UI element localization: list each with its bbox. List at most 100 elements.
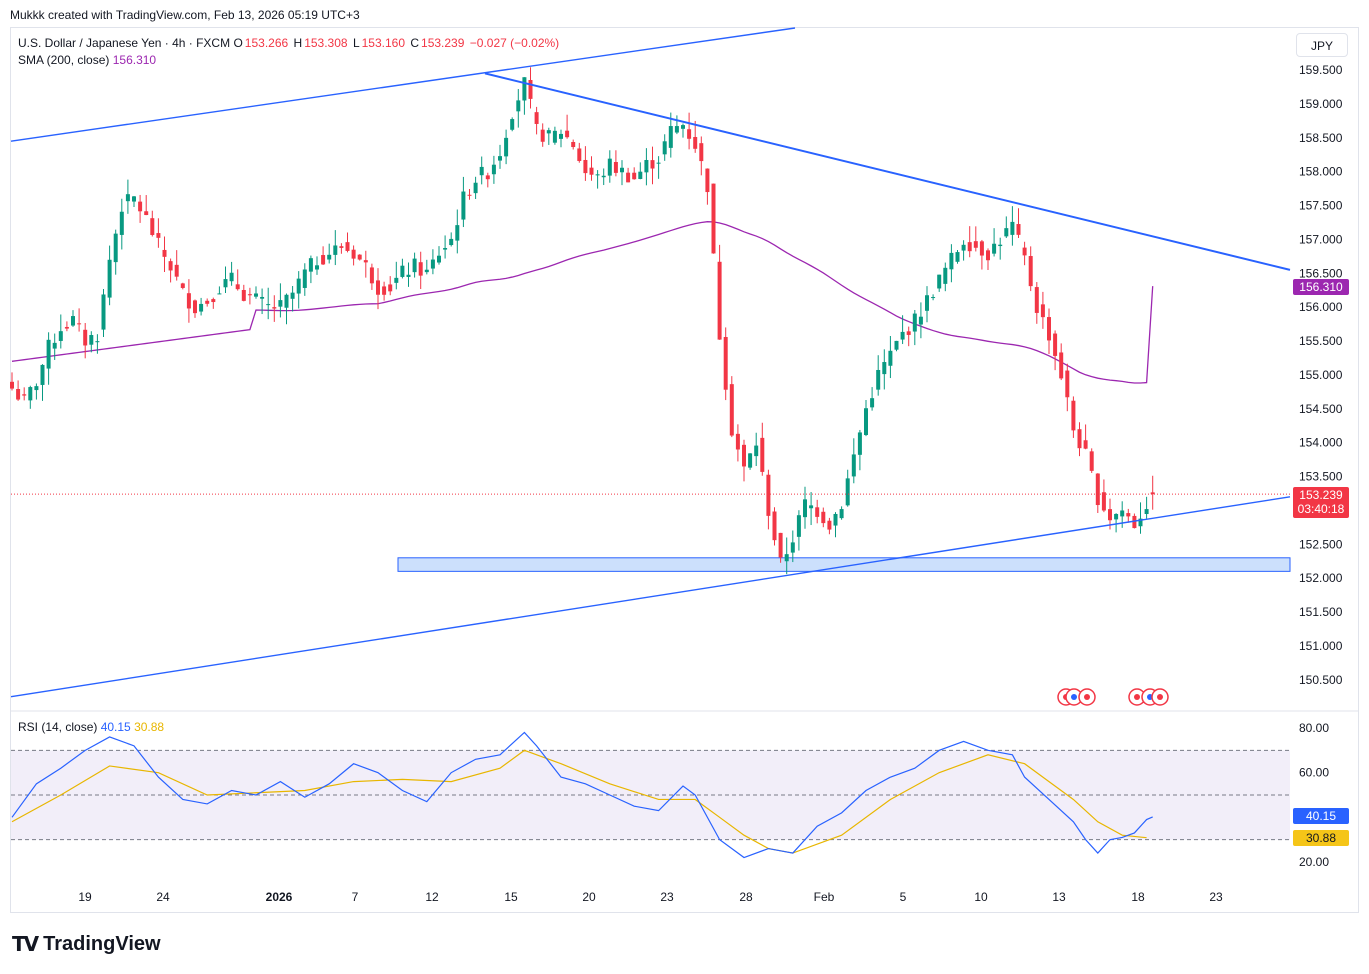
candle-body xyxy=(1114,513,1119,520)
candle xyxy=(247,287,252,305)
rsi-legend[interactable]: RSI (14, close) 40.15 30.88 xyxy=(18,720,164,734)
candle-body xyxy=(589,167,594,175)
time-tick-label: 23 xyxy=(1209,890,1223,904)
candle xyxy=(34,383,39,400)
time-tick-label: 7 xyxy=(352,890,359,904)
candle-body xyxy=(894,340,899,350)
price-tick-label: 152.500 xyxy=(1299,537,1343,551)
support-zone xyxy=(397,557,1291,572)
price-tick-label: 156.000 xyxy=(1299,300,1343,314)
time-tick-label: 28 xyxy=(739,890,753,904)
candle-body xyxy=(925,295,929,311)
candle xyxy=(882,349,887,390)
candle xyxy=(796,510,801,551)
candle xyxy=(223,266,228,294)
candle-body xyxy=(870,398,875,408)
candle xyxy=(1059,343,1064,381)
candle xyxy=(241,284,246,302)
sma-200-line xyxy=(11,221,1154,384)
candle xyxy=(1053,330,1058,371)
price-tick-label: 157.000 xyxy=(1299,232,1343,246)
candle-body xyxy=(101,294,106,330)
candle-body xyxy=(918,316,923,325)
candle-body xyxy=(321,255,326,265)
candle xyxy=(180,282,185,290)
candle-body xyxy=(961,244,966,251)
candle xyxy=(979,239,984,270)
currency-button[interactable]: JPY xyxy=(1296,33,1348,57)
candle xyxy=(119,198,124,250)
candle-body xyxy=(1120,510,1125,517)
candle-body xyxy=(34,386,39,391)
candle-body xyxy=(1083,440,1088,449)
symbol-legend[interactable]: U.S. Dollar / Japanese Yen · 4h · FXCM O… xyxy=(18,36,561,50)
time-tick-label: 24 xyxy=(156,890,170,904)
candle xyxy=(1010,206,1015,246)
candle-body xyxy=(83,329,88,346)
candle xyxy=(1101,479,1106,513)
rsi-line xyxy=(11,731,1153,859)
candle-body xyxy=(565,130,570,138)
candle xyxy=(479,156,484,185)
candle-body xyxy=(742,444,746,467)
candle-body xyxy=(534,112,539,124)
candle xyxy=(1040,291,1045,329)
candle-body xyxy=(937,274,942,289)
candle xyxy=(400,258,405,279)
candle xyxy=(809,492,814,526)
candle-body xyxy=(546,130,551,134)
candle-body xyxy=(369,267,374,284)
candle-body xyxy=(363,260,368,263)
tradingview-logo[interactable]: TV TradingView xyxy=(12,932,161,956)
candle-body xyxy=(357,254,362,260)
candle xyxy=(1047,308,1051,354)
candle xyxy=(992,228,997,257)
rsi-label: RSI (14, close) xyxy=(18,720,98,734)
low-value: 153.160 xyxy=(361,36,406,50)
price-tick-label: 158.000 xyxy=(1299,165,1343,179)
candle xyxy=(998,237,1003,260)
price-tick-label: 155.000 xyxy=(1299,368,1343,382)
price-tick-label: 154.500 xyxy=(1299,402,1343,416)
sma-legend[interactable]: SMA (200, close) 156.310 xyxy=(18,53,156,67)
candle-body xyxy=(485,175,490,180)
candle-body xyxy=(58,331,63,341)
rsi-tick-label: 20.00 xyxy=(1299,855,1329,869)
candle xyxy=(1022,241,1027,266)
candle xyxy=(28,385,33,409)
candle-body xyxy=(1138,518,1143,527)
candle-body xyxy=(272,307,277,309)
candle xyxy=(302,263,307,296)
candle-body xyxy=(552,130,557,143)
candle xyxy=(125,179,130,214)
candle-body xyxy=(376,280,380,295)
candle-body xyxy=(211,299,216,303)
candle xyxy=(205,298,210,307)
candle xyxy=(864,400,868,437)
candle xyxy=(760,422,765,476)
candle-body xyxy=(125,194,130,202)
candle-body xyxy=(412,258,417,273)
candle-body xyxy=(455,225,460,241)
candle-body xyxy=(772,511,777,541)
open-label: O xyxy=(233,36,243,50)
candle-body xyxy=(400,265,405,277)
candle xyxy=(589,156,594,181)
candle-body xyxy=(998,244,1003,247)
candle xyxy=(10,372,14,391)
rsi-tick-label: 60.00 xyxy=(1299,766,1329,780)
candle xyxy=(674,115,679,135)
candle xyxy=(778,532,783,563)
rsi-ma-tag: 30.88 xyxy=(1293,830,1349,846)
candle-body xyxy=(229,272,234,282)
candle xyxy=(418,251,423,290)
candle-body xyxy=(180,283,185,288)
candle-body xyxy=(1132,515,1137,529)
candle-body xyxy=(888,350,893,366)
candle xyxy=(504,129,509,165)
lower-channel-line xyxy=(10,496,1291,698)
candle xyxy=(58,314,63,349)
candle xyxy=(827,517,832,535)
candle-body xyxy=(1047,317,1051,341)
